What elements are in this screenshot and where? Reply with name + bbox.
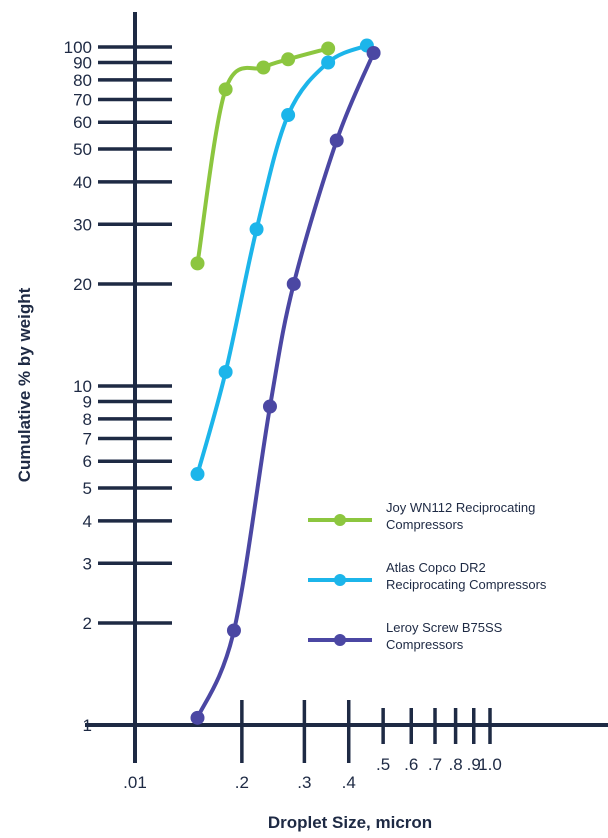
data-point	[329, 133, 344, 148]
y-tick-label: 2	[83, 614, 92, 633]
data-point	[286, 276, 301, 291]
y-tick-label: 100	[64, 38, 92, 57]
y-tick-label: 90	[73, 54, 92, 73]
y-tick-label: 8	[83, 410, 92, 429]
y-tick-label: 3	[83, 554, 92, 573]
legend-label-line2: Compressors	[386, 637, 464, 652]
series-2	[190, 38, 374, 482]
legend-item-1: Joy WN112 Reciprocating Compressors	[308, 500, 535, 532]
y-tick-label: 80	[73, 71, 92, 90]
y-tick-label: 20	[73, 275, 92, 294]
y-axis-title: Cumulative % by weight	[15, 287, 34, 482]
series-layer	[190, 38, 381, 725]
x-tick-label: .4	[342, 773, 356, 792]
data-point	[190, 467, 205, 482]
legend-item-3: Leroy Screw B75SS Compressors	[308, 620, 503, 652]
y-tick-label: 30	[73, 215, 92, 234]
x-tick-label: .6	[404, 755, 418, 774]
y-tick-label: 50	[73, 140, 92, 159]
legend-label-line2: Compressors	[386, 517, 464, 532]
y-tick-label: 40	[73, 173, 92, 192]
legend-item-2: Atlas Copco DR2 Reciprocating Compressors	[308, 560, 547, 592]
data-point	[281, 108, 296, 123]
legend-label-line2: Reciprocating Compressors	[386, 577, 547, 592]
x-tick-label: .8	[449, 755, 463, 774]
legend: Joy WN112 Reciprocating Compressors Atlas …	[308, 500, 547, 652]
data-point	[321, 55, 336, 70]
series-line	[195, 43, 369, 476]
legend-label-line1: Joy WN112 Reciprocating	[386, 500, 535, 515]
series-3	[190, 46, 381, 725]
y-tick-label: 6	[83, 452, 92, 471]
data-point	[226, 623, 241, 638]
data-point	[321, 41, 336, 56]
data-point	[249, 222, 264, 237]
y-tick-label: 1	[83, 716, 92, 735]
y-tick-label: 10	[73, 377, 92, 396]
x-axis-title: Droplet Size, micron	[268, 813, 432, 832]
legend-swatch-marker	[334, 634, 346, 646]
y-tick-label: 4	[83, 512, 92, 531]
x-tick-label: .9	[467, 755, 481, 774]
y-tick-label: 5	[83, 479, 92, 498]
data-point	[262, 399, 277, 414]
y-tick-label: 9	[83, 393, 92, 412]
x-tick-label: .3	[297, 773, 311, 792]
data-point	[281, 52, 296, 67]
data-point	[218, 364, 233, 379]
x-tick-label: 1.0	[478, 755, 502, 774]
series-1	[190, 41, 336, 271]
legend-swatch-marker	[334, 514, 346, 526]
legend-swatch-marker	[334, 574, 346, 586]
legend-label-line1: Atlas Copco DR2	[386, 560, 486, 575]
x-tick-label: .01	[123, 773, 147, 792]
data-point	[366, 46, 381, 61]
legend-label-line1: Leroy Screw B75SS	[386, 620, 503, 635]
data-point	[190, 710, 205, 725]
x-tick-label: .7	[428, 755, 442, 774]
data-point	[256, 60, 271, 75]
x-tick-label: .2	[235, 773, 249, 792]
y-tick-label: 7	[83, 430, 92, 449]
data-point	[218, 82, 233, 97]
x-tick-label: .5	[376, 755, 390, 774]
y-tick-label: 60	[73, 113, 92, 132]
y-tick-label: 70	[73, 91, 92, 110]
data-point	[190, 256, 205, 271]
